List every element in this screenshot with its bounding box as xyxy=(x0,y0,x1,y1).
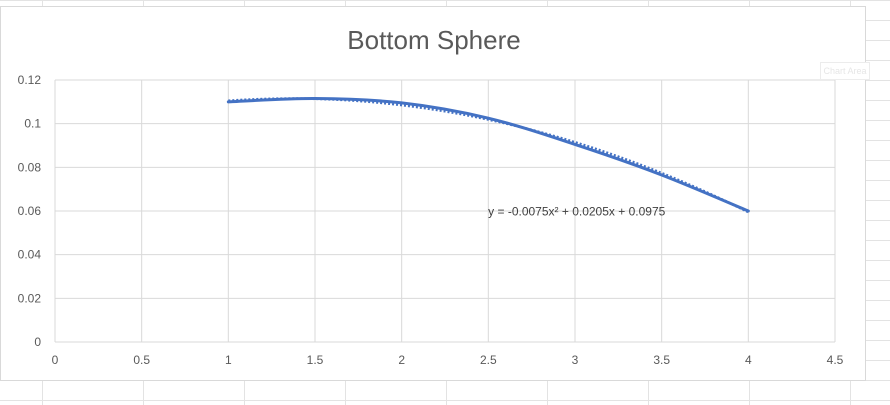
trendline xyxy=(228,97,749,214)
chart-title: Bottom Sphere xyxy=(347,25,521,55)
x-tick-label: 4.5 xyxy=(827,353,844,367)
series-line xyxy=(226,97,750,213)
x-tick-label: 3 xyxy=(572,353,579,367)
chart-area[interactable]: Bottom Sphere 0 0.5 1 1.5 2 2.5 3 3.5 4 4.5 0 0.02 0… xyxy=(0,6,866,381)
y-tick-label: 0.06 xyxy=(18,204,42,218)
trendline-equation: y = -0.0075x² + 0.0205x + 0.0975 xyxy=(488,205,665,219)
x-tick-label: 3.5 xyxy=(653,353,670,367)
y-tick-label: 0.02 xyxy=(18,291,42,305)
y-tick-label: 0.08 xyxy=(18,160,42,174)
chart-area-tooltip: Chart Area xyxy=(820,62,870,80)
chart-plot: 0 0.5 1 1.5 2 2.5 3 3.5 4 4.5 0 0.02 0.04 0.06 0.08 0.1… xyxy=(18,73,844,367)
x-tick-label: 1.5 xyxy=(307,353,324,367)
y-tick-label: 0.04 xyxy=(18,248,42,262)
x-tick-label: 1 xyxy=(225,353,232,367)
x-tick-label: 0.5 xyxy=(133,353,150,367)
x-tick-label: 2 xyxy=(398,353,405,367)
x-tick-label: 4 xyxy=(745,353,752,367)
y-tick-label: 0.12 xyxy=(18,73,42,87)
x-tick-label: 0 xyxy=(52,353,59,367)
y-tick-label: 0 xyxy=(34,335,41,349)
y-tick-label: 0.1 xyxy=(24,117,41,131)
x-tick-label: 2.5 xyxy=(480,353,497,367)
